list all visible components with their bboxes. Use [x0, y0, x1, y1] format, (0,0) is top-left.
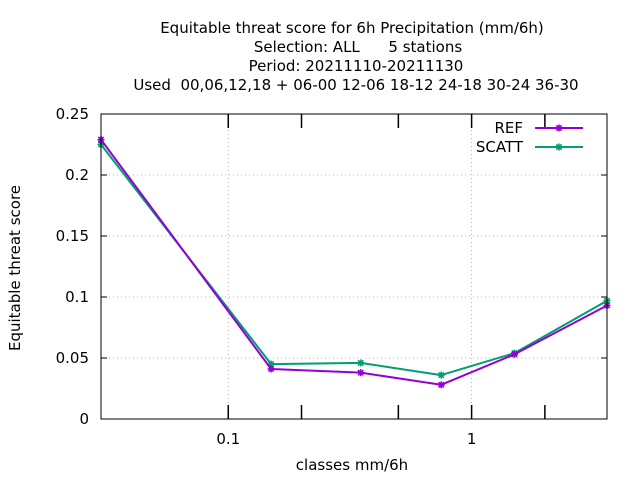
y-tick-label: 0.15	[56, 227, 89, 245]
y-tick-label: 0.25	[56, 105, 89, 123]
y-tick-label: 0.1	[65, 288, 89, 306]
chart-title-line-1: Equitable threat score for 6h Precipitat…	[160, 19, 544, 37]
chart-title-line-4: Used 00,06,12,18 + 06-00 12-06 18-12 24-…	[133, 76, 578, 94]
y-tick-label: 0.2	[65, 166, 89, 184]
x-tick-label: 1	[467, 430, 477, 448]
legend-label-ref: REF	[494, 119, 523, 137]
plot-frame	[100, 113, 608, 420]
legend-label-scatt: SCATT	[476, 138, 524, 156]
data-point-ref	[510, 350, 518, 358]
data-series	[97, 136, 611, 389]
data-point-ref	[437, 381, 445, 389]
legend: REF SCATT	[476, 119, 583, 156]
data-point-scatt	[357, 359, 365, 367]
data-point-ref	[357, 369, 365, 377]
data-point-scatt	[437, 371, 445, 379]
x-axis-label: classes mm/6h	[296, 456, 408, 474]
chart-title-line-2: Selection: ALL 5 stations	[254, 38, 462, 56]
y-axis-label: Equitable threat score	[6, 185, 24, 351]
axis-ticks: 0 0.05 0.1 0.15 0.2 0.25 0.1 1	[56, 105, 607, 448]
y-tick-label: 0	[79, 410, 89, 428]
y-tick-label: 0.05	[56, 349, 89, 367]
data-point-ref	[267, 365, 275, 373]
legend-marker-ref	[555, 124, 563, 132]
grid-lines	[101, 114, 607, 419]
series-line-ref	[100, 139, 608, 386]
legend-marker-scatt	[555, 143, 563, 151]
chart-title-line-3: Period: 20211110-20211130	[249, 57, 464, 75]
x-tick-label: 0.1	[216, 430, 240, 448]
series-line-scatt	[100, 143, 608, 377]
